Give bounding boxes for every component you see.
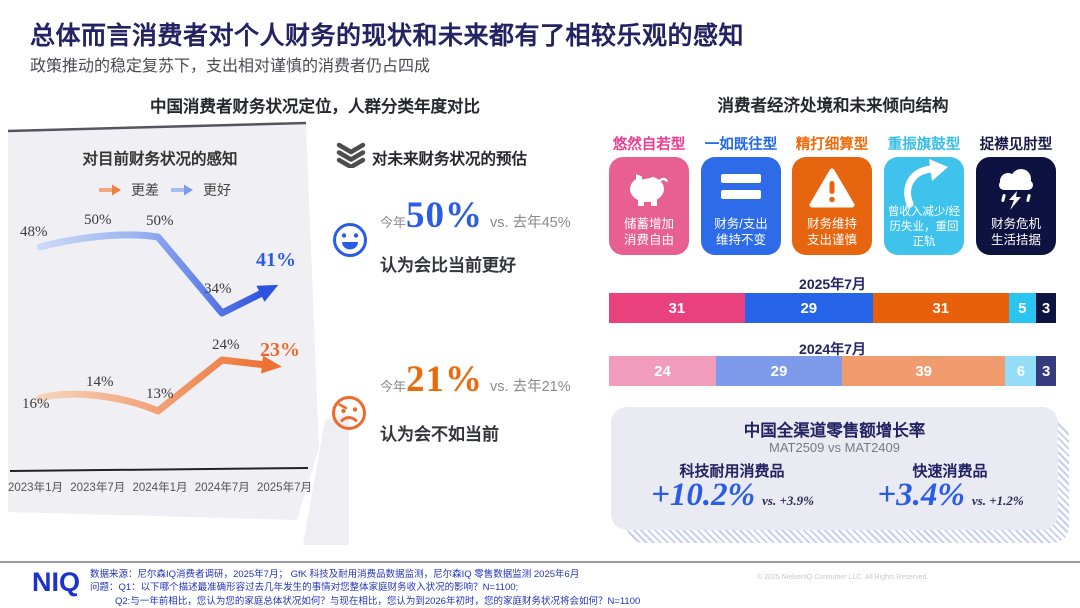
footer-divider [0,561,1080,563]
x-axis: 2023年1月 2023年7月 2024年1月 2024年7月 2025年7月 [8,479,312,495]
type-label-budgeting: 精打细算型 [795,137,869,153]
type-card-text: 曾收入减少/经 历失业，重回 正轨 [887,206,961,249]
point-label-worse: 13% [146,386,174,402]
current-panel-title: 对目前财务状况的感知 [82,151,238,168]
stacked-bar-2025: 31 29 31 5 3 [609,293,1056,323]
bar-segment: 5 [1008,293,1037,323]
stat-value-worse: 21% [406,359,484,400]
type-card-text: 财务维持 支出谨慎 [806,216,857,247]
arrow-right-orange-icon [99,184,121,196]
growth-vs: vs. +3.9% [762,493,814,508]
point-label-better-latest: 41% [256,249,296,271]
type-label-relaxed: 悠然自若型 [612,137,686,153]
x-axis-label: 2023年7月 [70,482,126,494]
bar-segment: 6 [1005,356,1037,386]
smiley-face-icon [333,223,367,257]
legend-better-label: 更好 [203,182,231,198]
point-label-worse: 16% [22,396,50,412]
point-label-worse: 14% [86,374,114,390]
recovery-arrow-icon [884,158,964,208]
copyright: © 2025 NielsenIQ Consumer LLC. All Right… [757,574,929,581]
bar-segment: 29 [716,356,842,386]
stat-vs-worse: vs. 去年21% [490,379,571,395]
type-card-unchanged: 财务/支出 维持不变 [701,157,781,255]
growth-item-label-tech: 科技耐用消费品 [679,463,785,480]
arrow-right-blue-icon [171,184,193,196]
stat-value-better: 50% [406,195,484,236]
point-label-better: 48% [20,224,48,240]
type-card-text: 储蓄增加 消费自由 [623,216,674,247]
section-header-structure: 消费者经济处境和未来倾向结构 [717,97,949,115]
equals-sign-icon [701,166,781,208]
footer-notes: 数据来源：尼尔森IQ消费者调研，2025年7月； GfK 科技及耐用消费品数据监… [90,568,640,608]
bar-segment: 29 [744,293,873,323]
type-label-struggling: 捉襟见肘型 [979,137,1053,153]
bar-year-label: 2025年7月 [799,276,866,292]
chart-legend: 更差 更好 [98,180,233,200]
page-title: 总体而言消费者对个人财务的现状和未来都有了相较乐观的感知 [30,22,745,50]
page-subtitle: 政策推动的稳定复苏下，支出相对谨慎的消费者仍占四成 [30,58,431,75]
bar-segment: 31 [872,293,1009,323]
x-axis-label: 2024年7月 [194,482,250,494]
x-axis-label: 2023年1月 [8,482,63,494]
point-label-worse-latest: 23% [260,339,300,361]
type-card-struggling: 财务危机 生活拮据 [976,157,1056,255]
type-label-recovering: 重振旗鼓型 [887,137,961,153]
stat-prefix: 今年 [380,215,407,230]
warning-triangle-icon [792,166,872,210]
type-card-text: 财务危机 生活拮据 [990,216,1041,247]
bar-segment: 3 [1036,356,1057,386]
footer-note-line: 问题：Q1：以下哪个描述最准确形容过去几年发生的事情对您整体家庭财务收入状况的影… [90,582,519,594]
point-label-worse: 24% [212,337,240,353]
x-axis-label: 2024年1月 [132,482,188,494]
footer-note-line: 数据来源：尼尔森IQ消费者调研，2025年7月； GfK 科技及耐用消费品数据监… [90,569,580,580]
piggy-bank-icon [609,166,689,210]
bar-segment: 39 [841,356,1006,386]
growth-title: 中国全渠道零售额增长率 [743,422,926,440]
growth-item-label-fmcg: 快速消费品 [912,463,988,480]
future-better-desc: 认为会比当前更好 [380,256,516,275]
future-worse-stat: 今年 21% vs. 去年21% [380,359,571,401]
frowny-face-icon [332,396,366,430]
future-estimate-heading: 对未来财务状况的预估 [372,151,528,168]
growth-value: +3.4% [877,477,965,513]
triple-chevron-down-icon [336,142,366,168]
stat-prefix: 今年 [380,379,407,394]
point-label-better: 34% [204,281,232,297]
growth-item-fmcg: +3.4% vs. +1.2% [843,477,1058,513]
bar-segment: 31 [609,293,745,323]
point-label-better: 50% [84,212,112,228]
type-card-budgeting: 财务维持 支出谨慎 [792,157,872,255]
future-worse-desc: 认为会不如当前 [380,425,499,444]
future-better-stat: 今年 50% vs. 去年45% [380,195,571,237]
point-label-better: 50% [146,213,174,229]
bar-segment: 3 [1036,293,1056,323]
growth-subtitle: MAT2509 vs MAT2409 [768,440,900,455]
niq-logo: NIQ [32,567,81,597]
growth-value: +10.2% [651,477,756,513]
section-header-current-status: 中国消费者财务状况定位，人群分类年度对比 [150,98,480,116]
stacked-bar-2024: 24 29 39 6 3 [609,356,1057,386]
growth-vs: vs. +1.2% [971,493,1024,508]
type-card-recovering: 曾收入减少/经 历失业，重回 正轨 [884,157,964,255]
growth-item-tech: +10.2% vs. +3.9% [625,477,840,513]
growth-box [611,407,1058,530]
stat-vs-better: vs. 去年45% [490,215,571,231]
storm-cloud-rain-icon [976,166,1056,212]
bar-year-label: 2024年7月 [799,341,866,357]
type-label-unchanged: 一如既往型 [704,137,778,153]
footer-note-line: Q2:与一年前相比，您认为您的家庭总体状况如何？与现在相比，您认为到2026年初… [115,595,641,607]
x-axis-label: 2025年7月 [257,482,312,494]
legend-worse-label: 更差 [131,182,159,198]
type-card-text: 财务/支出 维持不变 [714,216,768,247]
bar-segment: 24 [609,356,717,386]
type-card-relaxed: 储蓄增加 消费自由 [609,157,689,255]
